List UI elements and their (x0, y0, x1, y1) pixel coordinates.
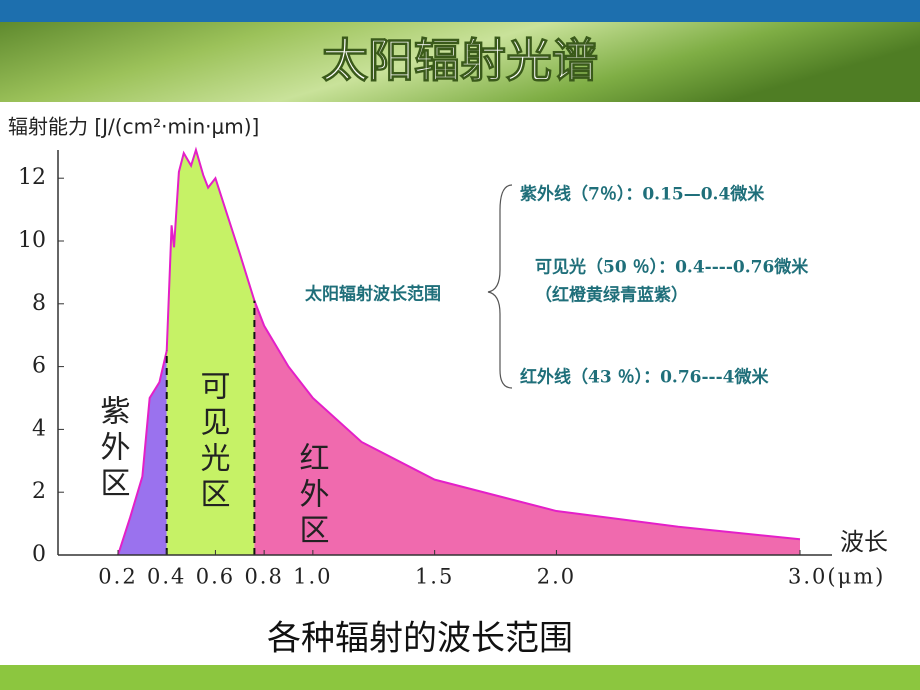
y-tick-label: 0 (32, 542, 46, 567)
x-axis-label: 波长 (840, 528, 888, 556)
y-axis-label: 辐射能力 [J/(cm²·min·μm)] (8, 115, 259, 139)
annotation-item: 可见光（50 ％）：0.4----0.76微米 (535, 257, 809, 278)
x-tick-label: 1.5 (415, 565, 454, 589)
brace (487, 184, 513, 389)
region-area (118, 350, 167, 555)
annotation-item: 紫外线（7％）：0.15—0.4微米 (520, 184, 765, 205)
y-tick-label: 10 (18, 228, 46, 253)
region-label: 紫外区 (95, 395, 130, 503)
y-tick-label: 4 (32, 416, 46, 441)
x-tick-label: 0.8 (244, 565, 283, 589)
annotation-heading: 太阳辐射波长范围 (305, 284, 441, 305)
region-area (254, 300, 800, 555)
annotation-item: 红外线（43 ％）：0.76---4微米 (520, 367, 769, 388)
region-label: 可见光区 (195, 370, 230, 514)
y-tick-label: 6 (32, 354, 46, 379)
region-area (166, 149, 255, 555)
caption: 各种辐射的波长范围 (267, 619, 573, 659)
x-tick-label: 0.6 (196, 565, 235, 589)
spectrum-line (117, 146, 801, 556)
x-tick-label: 2.0 (537, 565, 576, 589)
y-tick-label: 12 (18, 165, 46, 190)
annotation-item: （红橙黄绿青蓝紫） (535, 285, 688, 306)
bottom-bar (0, 665, 920, 690)
y-tick-label: 8 (32, 291, 46, 316)
top-bar (0, 0, 920, 22)
region-label: 红外区 (294, 442, 329, 550)
y-tick-label: 2 (32, 479, 46, 504)
x-tick-label: 1.0 (293, 565, 332, 589)
banner (0, 22, 920, 102)
x-tick-label: 3.0(μm) (788, 565, 885, 589)
x-tick-label: 0.2 (98, 565, 137, 589)
x-tick-label: 0.4 (147, 565, 186, 589)
annotation: 太阳辐射波长范围 紫外线（7％）：0.15—0.4微米 可见光（50 ％）：0.… (305, 184, 809, 389)
slide-title: 太阳辐射光谱 (322, 34, 598, 88)
